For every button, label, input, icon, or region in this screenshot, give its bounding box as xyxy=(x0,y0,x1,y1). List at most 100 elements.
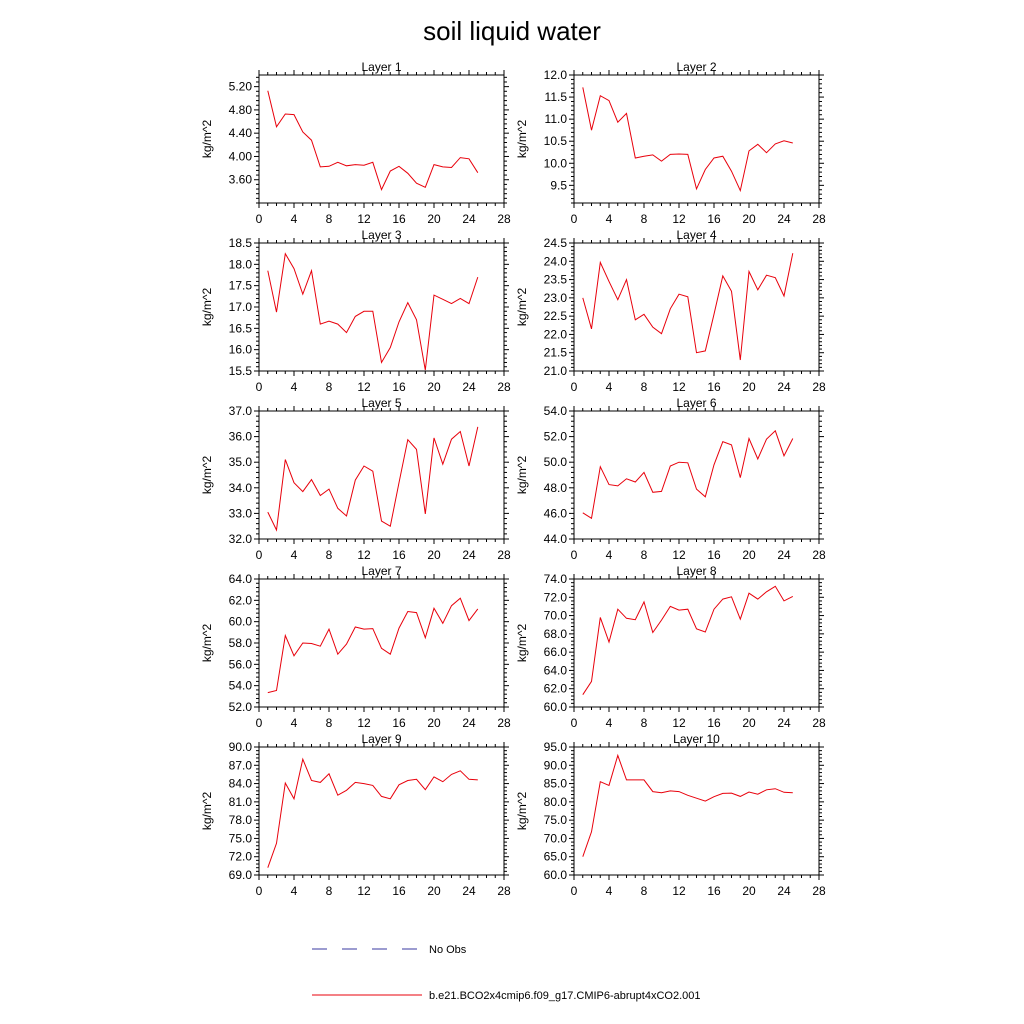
series-line xyxy=(267,597,479,694)
x-tick-label: 4 xyxy=(291,212,298,226)
y-tick-label: 66.0 xyxy=(544,645,568,659)
y-tick-label: 32.0 xyxy=(229,532,253,546)
y-tick-label: 12.0 xyxy=(544,68,568,82)
x-tick-label: 12 xyxy=(672,212,686,226)
x-tick-label: 24 xyxy=(462,548,476,562)
panel-layer-5: Layer 5 0 4 8 12 16 20 24 28 32.0 33.0 34.0 35.0 36.0… xyxy=(200,396,511,562)
x-tick-label: 20 xyxy=(427,380,441,394)
plot-frame xyxy=(573,410,820,540)
x-tick-label: 0 xyxy=(571,884,578,898)
y-axis-label: kg/m^2 xyxy=(200,456,214,495)
y-tick-label: 21.5 xyxy=(544,346,568,360)
x-tick-label: 24 xyxy=(462,212,476,226)
series-line xyxy=(582,253,794,361)
legend: No Obs b.e21.BCO2x4cmip6.f09_g17.CMIP6-a… xyxy=(312,944,701,1002)
y-tick-label: 74.0 xyxy=(544,572,568,586)
plot-frame xyxy=(573,746,820,876)
x-tick-label: 16 xyxy=(392,212,406,226)
x-tick-label: 20 xyxy=(742,716,756,730)
x-tick-label: 20 xyxy=(427,548,441,562)
y-tick-label: 62.0 xyxy=(229,593,253,607)
x-tick-label: 4 xyxy=(291,380,298,394)
x-tick-label: 0 xyxy=(571,380,578,394)
series-line xyxy=(582,753,793,857)
y-tick-label: 21.0 xyxy=(544,364,568,378)
legend-no-obs-label: No Obs xyxy=(429,944,467,956)
x-tick-label: 20 xyxy=(742,548,756,562)
y-tick-label: 95.0 xyxy=(544,740,568,754)
y-tick-label: 3.60 xyxy=(229,173,253,187)
x-tick-label: 16 xyxy=(707,380,721,394)
y-tick-label: 37.0 xyxy=(229,404,253,418)
x-tick-label: 8 xyxy=(641,212,648,226)
y-tick-label: 18.5 xyxy=(229,236,253,250)
y-tick-label: 81.0 xyxy=(229,795,253,809)
y-tick-label: 65.0 xyxy=(544,850,568,864)
series-line xyxy=(267,90,479,191)
y-tick-label: 62.0 xyxy=(544,682,568,696)
x-tick-label: 8 xyxy=(326,716,333,730)
y-tick-label: 50.0 xyxy=(544,455,568,469)
panel-title: Layer 4 xyxy=(676,228,716,242)
x-tick-label: 4 xyxy=(606,548,613,562)
x-tick-label: 8 xyxy=(641,548,648,562)
panel-layer-8: Layer 8 0 4 8 12 16 20 24 28 60.0 62.0 64.0 66.0 68.0… xyxy=(515,564,826,730)
y-tick-label: 9.5 xyxy=(550,178,567,192)
y-tick-label: 90.0 xyxy=(229,740,253,754)
plot-frame xyxy=(258,578,505,708)
y-tick-label: 17.0 xyxy=(229,300,253,314)
y-tick-label: 4.40 xyxy=(229,126,253,140)
y-tick-label: 48.0 xyxy=(544,481,568,495)
y-tick-label: 36.0 xyxy=(229,430,253,444)
x-tick-label: 16 xyxy=(392,548,406,562)
y-tick-label: 90.0 xyxy=(544,758,568,772)
y-axis-label: kg/m^2 xyxy=(515,288,529,327)
x-tick-label: 4 xyxy=(606,716,613,730)
y-tick-label: 5.20 xyxy=(229,80,253,94)
y-tick-label: 18.0 xyxy=(229,257,253,271)
x-tick-label: 28 xyxy=(812,716,826,730)
x-tick-label: 0 xyxy=(256,212,263,226)
x-tick-label: 28 xyxy=(497,380,511,394)
x-tick-label: 28 xyxy=(497,212,511,226)
y-tick-label: 54.0 xyxy=(544,404,568,418)
y-tick-label: 87.0 xyxy=(229,758,253,772)
x-tick-label: 16 xyxy=(392,716,406,730)
series-line xyxy=(582,87,793,193)
x-tick-label: 12 xyxy=(672,548,686,562)
panel-title: Layer 10 xyxy=(673,732,720,746)
panel-layer-2: Layer 2 0 4 8 12 16 20 24 28 9.5 10.0 10.5 11.0 11.5 1… xyxy=(515,60,826,226)
series-line xyxy=(267,757,478,868)
panel-layer-7: Layer 7 0 4 8 12 16 20 24 28 52.0 54.0 56.0 58.0 60.0… xyxy=(200,564,511,730)
y-tick-label: 46.0 xyxy=(544,506,568,520)
y-axis-label: kg/m^2 xyxy=(515,120,529,159)
x-tick-label: 0 xyxy=(256,380,263,394)
x-tick-label: 20 xyxy=(427,212,441,226)
x-tick-label: 4 xyxy=(291,548,298,562)
x-tick-label: 28 xyxy=(812,212,826,226)
figure-title: soil liquid water xyxy=(423,16,601,46)
y-tick-label: 85.0 xyxy=(544,777,568,791)
x-tick-label: 8 xyxy=(641,380,648,394)
x-tick-label: 0 xyxy=(571,716,578,730)
panel-title: Layer 1 xyxy=(361,60,401,74)
y-tick-label: 72.0 xyxy=(229,850,253,864)
panel-layer-9: Layer 9 0 4 8 12 16 20 24 28 69.0 72.0 75.0 78.0 81.0… xyxy=(200,732,511,898)
plot-frame xyxy=(258,242,505,372)
x-tick-label: 20 xyxy=(742,380,756,394)
y-tick-label: 17.5 xyxy=(229,279,253,293)
x-tick-label: 0 xyxy=(571,548,578,562)
series-line xyxy=(582,585,794,695)
x-tick-label: 28 xyxy=(812,548,826,562)
x-tick-label: 20 xyxy=(427,884,441,898)
x-tick-label: 16 xyxy=(707,548,721,562)
panels: Layer 10 4 8 12 16 20 24 283.604.004.404.805.20… xyxy=(200,60,826,898)
x-tick-label: 24 xyxy=(777,212,791,226)
y-tick-label: 72.0 xyxy=(544,590,568,604)
x-tick-label: 16 xyxy=(707,212,721,226)
y-tick-label: 23.5 xyxy=(544,273,568,287)
x-tick-label: 12 xyxy=(357,380,371,394)
x-tick-label: 4 xyxy=(606,212,613,226)
y-axis-label: kg/m^2 xyxy=(515,456,529,495)
